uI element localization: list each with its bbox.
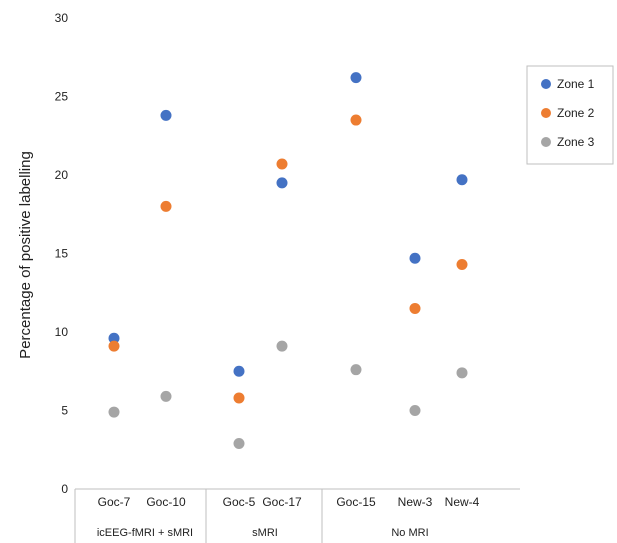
- x-tick-label-goc-15: Goc-15: [336, 495, 376, 509]
- legend-label-1: Zone 1: [557, 77, 595, 91]
- legend-marker-3: [541, 137, 551, 147]
- y-axis-label: Percentage of positive labelling: [17, 151, 34, 359]
- point-zone-2-new-3: [409, 302, 421, 314]
- y-tick-label-25: 25: [55, 90, 69, 104]
- legend-marker-2: [541, 108, 551, 118]
- y-tick-label-0: 0: [61, 482, 68, 496]
- x-tick-label-goc-10: Goc-10: [146, 495, 186, 509]
- point-zone-3-goc-10: [160, 390, 172, 402]
- point-zone-3-new-4: [456, 367, 468, 379]
- point-zone-1-goc-17: [276, 177, 288, 189]
- legend-marker-1: [541, 79, 551, 89]
- y-axis: 0 5 10 15 20 25 30: [55, 11, 69, 496]
- y-tick-label-15: 15: [55, 247, 69, 261]
- point-zone-1-goc-15: [350, 72, 362, 84]
- legend-label-3: Zone 3: [557, 135, 595, 149]
- point-zone-2-goc-7: [108, 340, 120, 352]
- legend: Zone 1 Zone 2 Zone 3: [526, 65, 614, 165]
- point-zone-1-goc-5: [233, 365, 245, 377]
- x-tick-label-goc-7: Goc-7: [98, 495, 131, 509]
- point-zone-2-goc-5: [233, 392, 245, 404]
- point-zone-1-new-4: [456, 174, 468, 186]
- point-zone-1-goc-10: [160, 109, 172, 121]
- point-zone-1-new-3: [409, 252, 421, 264]
- x-tick-label-goc-5: Goc-5: [223, 495, 256, 509]
- point-zone-3-new-3: [409, 405, 421, 416]
- x-tick-label-new-3: New-3: [398, 495, 433, 509]
- y-tick-label-20: 20: [55, 168, 69, 182]
- point-zone-2-goc-15: [350, 114, 362, 126]
- group-label-1: icEEG-fMRI + sMRI: [97, 527, 193, 539]
- point-zone-2-new-4: [456, 258, 468, 270]
- x-tick-label-new-4: New-4: [445, 495, 480, 509]
- point-zone-2-goc-10: [160, 200, 172, 212]
- point-zone-3-goc-7: [108, 406, 120, 418]
- y-tick-label-30: 30: [55, 11, 69, 25]
- data-points: [108, 72, 468, 449]
- y-tick-label-5: 5: [61, 404, 68, 418]
- legend-label-2: Zone 2: [557, 106, 595, 120]
- x-axis: Goc-7 Goc-10 Goc-5 Goc-17 Goc-15 New-3 New-4 ic…: [74, 488, 520, 543]
- point-zone-3-goc-15: [350, 364, 362, 376]
- point-zone-3-goc-5: [233, 437, 245, 449]
- y-tick-label-10: 10: [55, 325, 69, 339]
- point-zone-1-goc-7: [108, 332, 120, 344]
- x-tick-label-goc-17: Goc-17: [262, 495, 302, 509]
- group-label-3: No MRI: [391, 527, 428, 539]
- point-zone-2-goc-17: [276, 158, 288, 170]
- group-label-2: sMRI: [252, 527, 278, 539]
- point-zone-3-goc-17: [276, 340, 288, 352]
